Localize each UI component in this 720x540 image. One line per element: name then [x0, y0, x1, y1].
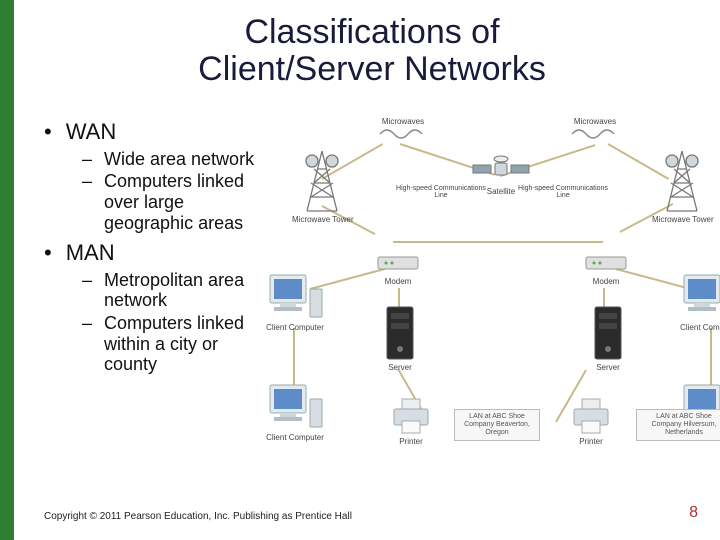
title-line-1: Classifications of	[244, 13, 499, 51]
accent-bar	[0, 0, 14, 540]
dash-icon: –	[82, 171, 94, 192]
bullet-man-heading: MAN	[66, 240, 115, 266]
slide-body: Classifications of Client/Server Network…	[14, 0, 720, 540]
title-line-2: Client/Server Networks	[198, 50, 546, 88]
caption-right: LAN at ABC Shoe Company Hilversum, Nethe…	[636, 409, 720, 441]
page-number: 8	[689, 504, 698, 522]
printer-right: Printer	[566, 397, 616, 446]
microwaves-label-right: Microwaves	[560, 115, 630, 144]
hscl-label-left: High-speed Communications Line	[396, 183, 486, 200]
label: Server	[586, 363, 630, 372]
bullet-dot-icon: •	[44, 242, 52, 264]
network-diagram: Microwave Tower Microwaves Satellite Mic…	[238, 113, 700, 473]
dash-icon: –	[82, 313, 94, 334]
label: Client Computer	[260, 323, 330, 332]
label: Microwave Tower	[292, 215, 352, 224]
hscl-label-right: High-speed Communications Line	[518, 183, 608, 200]
label: Microwaves	[560, 117, 630, 126]
microwave-tower-left: Microwave Tower	[292, 149, 352, 224]
slide-title: Classifications of Client/Server Network…	[44, 8, 700, 95]
label: Server	[378, 363, 422, 372]
label: Modem	[370, 277, 426, 286]
client-bottom-left: Client Computer	[260, 383, 330, 442]
microwaves-label-left: Microwaves	[368, 115, 438, 144]
client-top-right: Client Computer	[674, 273, 720, 332]
label: Microwaves	[368, 117, 438, 126]
bullet-dot-icon: •	[44, 121, 52, 143]
label: Client Computer	[674, 323, 720, 332]
label: Client Computer	[260, 433, 330, 442]
copyright-footer: Copyright © 2011 Pearson Education, Inc.…	[44, 511, 352, 522]
label: Microwave Tower	[652, 215, 712, 224]
dash-icon: –	[82, 270, 94, 291]
modem-left: Modem	[370, 253, 426, 286]
bullet-wan-heading: WAN	[66, 119, 117, 145]
modem-right: Modem	[578, 253, 634, 286]
label: Modem	[578, 277, 634, 286]
label: Printer	[566, 437, 616, 446]
content-row: • WAN – Wide area network – Computers li…	[44, 113, 700, 473]
label: Printer	[386, 437, 436, 446]
caption-left: LAN at ABC Shoe Company Beaverton, Orego…	[454, 409, 540, 441]
label: High-speed Communications Line	[396, 185, 486, 200]
client-top-left: Client Computer	[260, 273, 330, 332]
server-right: Server	[586, 305, 630, 372]
server-left: Server	[378, 305, 422, 372]
diagram-line	[393, 241, 603, 243]
label: High-speed Communications Line	[518, 185, 608, 200]
microwave-tower-right: Microwave Tower	[652, 149, 712, 224]
printer-left: Printer	[386, 397, 436, 446]
dash-icon: –	[82, 149, 94, 170]
